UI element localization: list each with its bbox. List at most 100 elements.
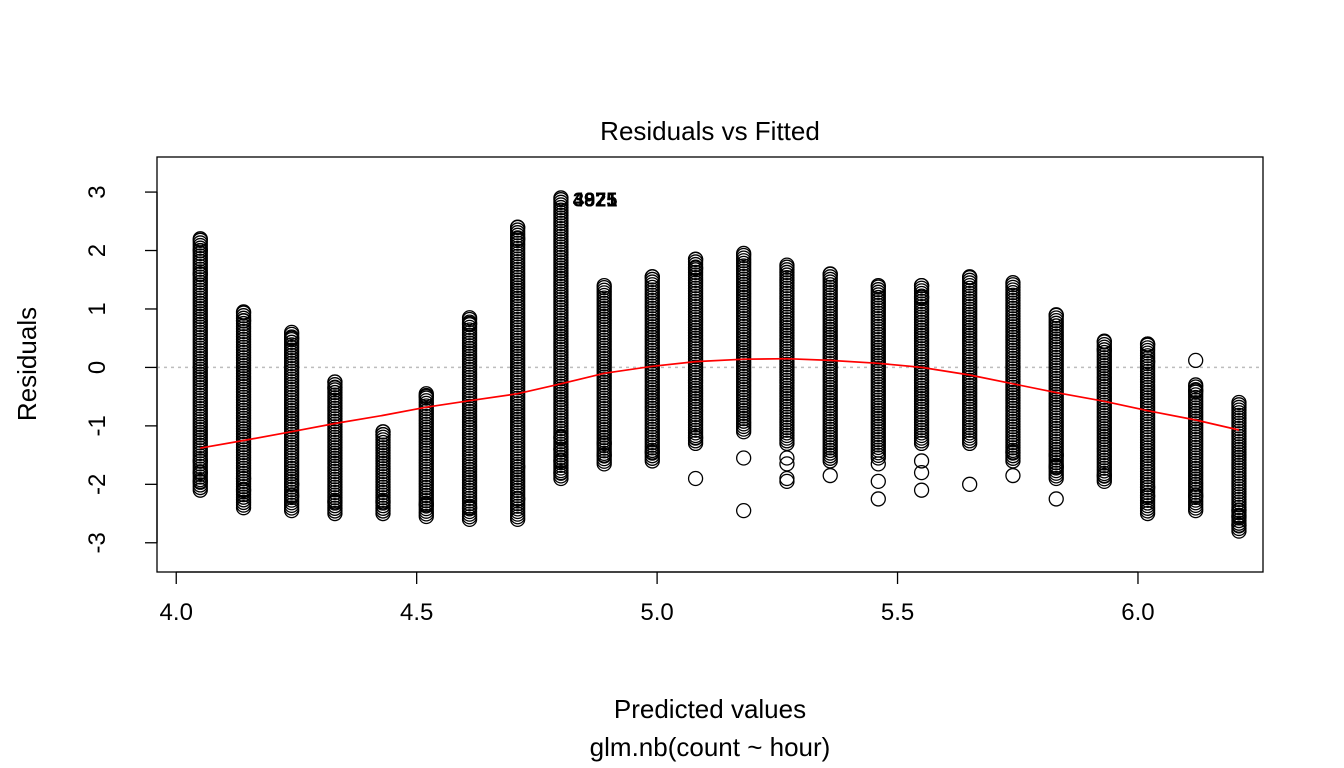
residual-point (913, 464, 930, 481)
residual-point (283, 488, 300, 504)
residual-point (687, 251, 704, 267)
fitted-group (461, 310, 478, 528)
residual-point (687, 429, 704, 446)
fitted-group (596, 277, 612, 472)
residual-point (736, 245, 752, 262)
x-tick-label: 4.5 (400, 599, 433, 626)
residual-point (1139, 479, 1156, 495)
residual-point (913, 453, 930, 469)
residual-point (192, 453, 208, 469)
chart-subtitle: glm.nb(count ~ hour) (590, 732, 831, 762)
residual-point (1005, 275, 1021, 291)
fitted-group (192, 231, 208, 498)
residual-point (1139, 488, 1156, 504)
x-axis: 4.0 4.5 5.0 5.5 6.0 (160, 571, 1155, 626)
residual-point (553, 190, 569, 206)
fitted-group (962, 269, 978, 492)
fitted-group (1231, 394, 1247, 539)
residual-point (962, 476, 978, 492)
residual-point (553, 429, 569, 446)
residual-point (687, 470, 704, 487)
fitted-group (1005, 275, 1021, 484)
residual-point (596, 447, 612, 463)
y-tick-label: -2 (84, 474, 111, 495)
residual-point (596, 435, 612, 452)
residual-point (283, 324, 300, 341)
residual-point (461, 500, 478, 516)
smoother-line (200, 357, 1240, 449)
residual-point (192, 266, 208, 282)
fitted-group (327, 374, 343, 522)
point-label: 4921 (573, 190, 618, 212)
residual-point (1231, 394, 1247, 411)
residual-point (461, 315, 478, 332)
residual-point (1231, 508, 1247, 525)
residual-point (913, 482, 930, 498)
point-label: 3925 (573, 190, 618, 212)
residual-point (870, 456, 886, 472)
residual-point (553, 453, 569, 469)
residual-point (736, 450, 752, 466)
y-tick-label: 0 (84, 361, 111, 374)
residual-point (1188, 488, 1204, 504)
residual-point (283, 330, 300, 346)
y-tick-label: -3 (84, 532, 111, 553)
residual-point (1188, 352, 1204, 369)
y-axis: -3 -2 -1 0 1 2 3 (84, 185, 158, 553)
residual-point (779, 473, 795, 490)
residual-point (327, 380, 343, 396)
residual-point (235, 482, 252, 498)
residual-point (1005, 444, 1021, 460)
residual-point (870, 277, 886, 294)
residual-point (327, 374, 343, 390)
residual-point (235, 470, 252, 487)
residual-point (1005, 467, 1021, 484)
residual-point (1231, 502, 1247, 519)
fitted-group (375, 424, 391, 522)
y-tick-label: 3 (84, 185, 111, 198)
fitted-group (870, 277, 886, 507)
fitted-group (235, 304, 252, 516)
residual-point (1188, 377, 1204, 393)
residual-point (1096, 333, 1112, 349)
residual-point (510, 459, 526, 475)
x-tick-label: 5.5 (881, 599, 914, 626)
fitted-group (283, 324, 300, 519)
fitted-group (779, 257, 795, 490)
fitted-group (736, 245, 752, 519)
residual-point (822, 467, 838, 484)
residual-point (1139, 336, 1156, 352)
residual-point (1096, 467, 1112, 484)
residual-point (644, 269, 660, 285)
residual-point (822, 266, 838, 282)
x-tick-label: 4.0 (160, 599, 193, 626)
residual-point (1048, 307, 1064, 323)
residual-point (283, 476, 300, 492)
residual-point (375, 494, 391, 510)
residual-point (418, 497, 434, 513)
residual-point (1139, 353, 1156, 370)
residual-point (327, 494, 343, 510)
fitted-group (687, 251, 704, 487)
residual-point (596, 277, 612, 294)
residual-point (1188, 383, 1204, 399)
y-tick-label: -1 (84, 415, 111, 436)
residual-point (192, 473, 208, 490)
residual-point (736, 502, 752, 519)
x-tick-label: 5.0 (640, 599, 673, 626)
y-tick-label: 1 (84, 302, 111, 315)
chart-title: Residuals vs Fitted (600, 116, 820, 146)
fitted-group (418, 386, 434, 525)
residual-point (418, 388, 434, 405)
fitted-group (510, 219, 526, 528)
fitted-group (644, 269, 660, 469)
fitted-group (1048, 307, 1064, 507)
fitted-group (913, 277, 930, 498)
residual-point (913, 289, 930, 305)
residual-point (375, 426, 391, 443)
residual-points (192, 190, 1247, 539)
residual-point (1048, 491, 1064, 507)
residual-point (1096, 342, 1112, 358)
fitted-group (553, 190, 569, 487)
